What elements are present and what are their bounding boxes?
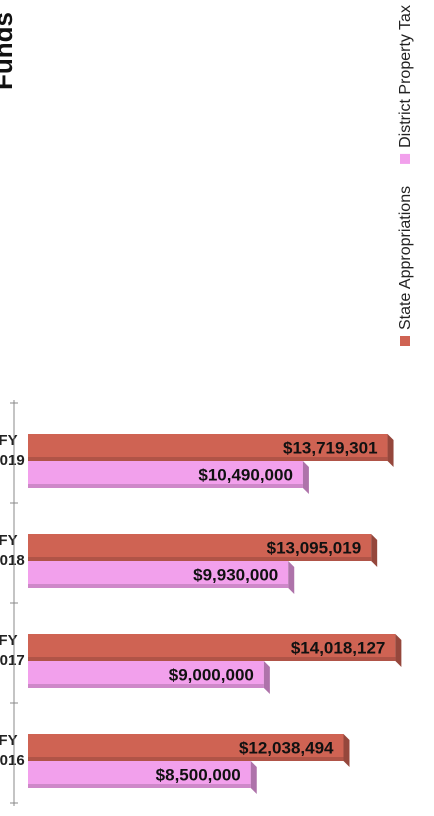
- bar-state-1: [28, 534, 372, 561]
- data-label-district-0: $10,490,000: [198, 466, 293, 485]
- bar-cap-state-0: [387, 434, 394, 467]
- data-label-state-2: $14,018,127: [291, 639, 386, 658]
- bar-cap-district-1: [288, 561, 295, 594]
- bar-district-1: [28, 561, 289, 588]
- data-label-state-3: $12,038,494: [239, 739, 334, 758]
- bars-layer: [28, 434, 402, 794]
- bar-side-state-1: [28, 557, 372, 561]
- bar-cap-district-3: [250, 761, 257, 794]
- bar-side-district-3: [28, 784, 251, 788]
- data-label-state-1: $13,095,019: [267, 539, 362, 558]
- legend-label-1: District Property Tax: [397, 5, 414, 148]
- category-label-2: FY2017: [0, 632, 25, 669]
- bar-cap-state-3: [343, 734, 350, 767]
- bar-district-0: [28, 461, 303, 488]
- bar-side-state-0: [28, 457, 388, 461]
- category-label-1: FY2018: [0, 532, 25, 569]
- data-label-state-0: $13,719,301: [283, 439, 378, 458]
- bar-district-2: [28, 661, 264, 688]
- bar-cap-state-1: [371, 534, 378, 567]
- bar-cap-district-2: [263, 661, 270, 694]
- data-labels-layer: $10,490,000 $13,719,301 $9,930,000 $13,095,…: [156, 439, 386, 785]
- bar-side-state-2: [28, 657, 396, 661]
- legend-swatch-1: [400, 153, 410, 164]
- bar-cap-state-2: [395, 634, 402, 667]
- data-label-district-2: $9,000,000: [169, 666, 254, 685]
- legend: State Appropriations District Property Ta…: [397, 5, 414, 346]
- data-label-district-1: $9,930,000: [193, 566, 278, 585]
- bar-district-3: [28, 761, 251, 788]
- category-label-3: FY2016: [0, 732, 25, 769]
- data-label-district-3: $8,500,000: [156, 766, 241, 785]
- legend-label-0: State Appropriations: [397, 186, 414, 330]
- bar-state-0: [28, 434, 388, 461]
- category-label-0: FY2019: [0, 432, 25, 469]
- legend-swatch-0: [400, 336, 410, 346]
- bar-state-2: [28, 634, 396, 661]
- bar-cap-district-0: [302, 461, 309, 494]
- category-axis: FY2019 FY2018 FY2017 FY2016: [0, 400, 25, 806]
- bar-side-district-1: [28, 584, 289, 588]
- chart-title: Funds: [0, 12, 18, 90]
- bar-side-state-3: [28, 757, 344, 761]
- bar-state-3: [28, 734, 344, 761]
- bar-side-district-2: [28, 684, 264, 688]
- bar-side-district-0: [28, 484, 303, 488]
